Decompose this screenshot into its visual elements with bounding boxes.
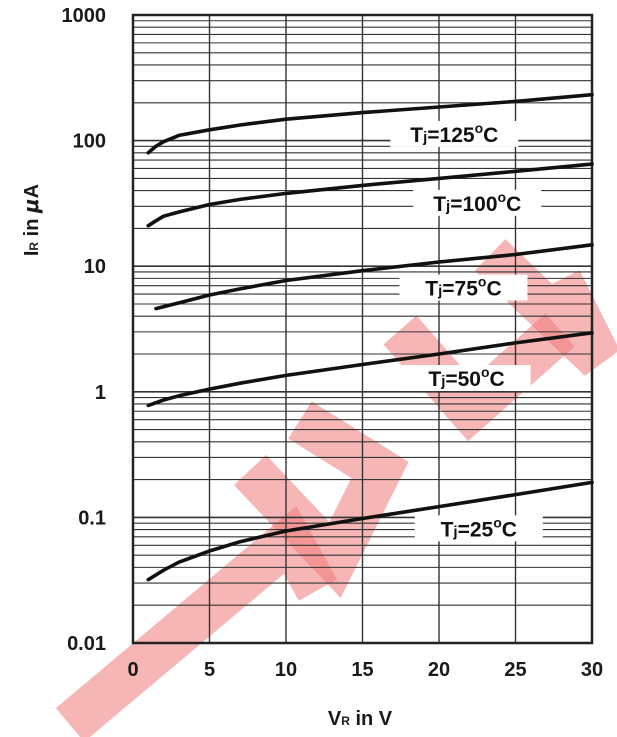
y-tick-label: 0.01 — [67, 633, 106, 655]
x-tick-label: 15 — [351, 659, 373, 681]
watermark-stroke — [234, 401, 409, 598]
series-layer — [146, 92, 594, 582]
y-tick-label: 1000 — [62, 5, 107, 27]
x-tick-label: 5 — [204, 659, 215, 681]
series-label: Tj=125oC — [410, 120, 498, 147]
y-tick-label: 1 — [95, 382, 106, 404]
y-tick-label: 0.1 — [78, 507, 106, 529]
series-label-backdrop — [414, 515, 543, 542]
series-label-backdrop — [402, 365, 531, 392]
series-label-backdrop — [413, 189, 542, 216]
x-tick-label: 10 — [275, 659, 297, 681]
plot-grid — [132, 15, 593, 644]
x-tick-label: 30 — [581, 659, 603, 681]
series-label: Tj=50oC — [428, 364, 504, 391]
series-labels: Tj=125oC Tj=100oC Tj=75oC Tj=50oC Tj=25oC — [390, 120, 543, 542]
series-label-backdrop — [399, 274, 528, 301]
y-axis-label: IR in μA — [19, 184, 43, 256]
x-axis-label: VR in V — [328, 708, 393, 730]
plot-frame — [131, 13, 594, 645]
x-tick-label: 25 — [504, 659, 526, 681]
series-line — [146, 92, 594, 155]
x-tick-label: 0 — [127, 659, 138, 681]
series-label: Tj=100oC — [433, 189, 521, 216]
watermark-mark — [55, 239, 617, 737]
y-tick-label: 10 — [84, 256, 106, 278]
series-line — [146, 331, 594, 408]
x-tick-labels: 0 5 10 15 20 25 30 — [127, 659, 603, 681]
y-tick-label: 100 — [73, 131, 106, 153]
series-label-backdrop — [390, 120, 519, 147]
series-line — [146, 480, 594, 582]
y-tick-labels: 1000 100 10 1 0.1 0.01 — [62, 5, 107, 655]
series-label: Tj=75oC — [425, 274, 501, 301]
series-label: Tj=25oC — [441, 514, 517, 541]
series-line — [146, 162, 594, 228]
series-line — [154, 243, 594, 311]
x-tick-label: 20 — [428, 659, 450, 681]
